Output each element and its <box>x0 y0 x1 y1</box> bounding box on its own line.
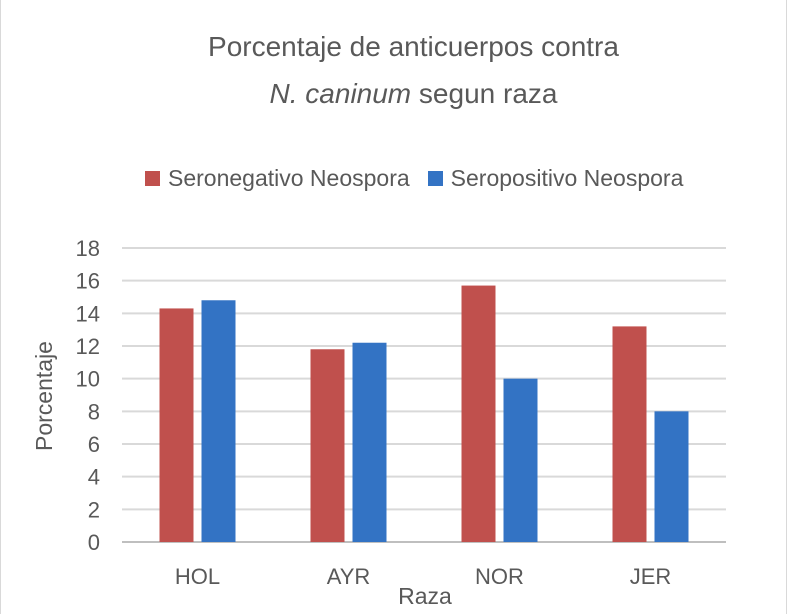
y-tick-label: 18 <box>76 236 100 261</box>
y-tick-label: 16 <box>76 269 100 294</box>
chart-title-line2: N. caninum segun raza <box>20 77 787 111</box>
legend-label-seropositivo: Seropositivo Neospora <box>450 165 684 191</box>
y-tick-label: 14 <box>76 301 100 326</box>
bar-hol-seropositivo <box>201 300 236 542</box>
bar-jer-seronegativo <box>612 326 647 542</box>
bar-jer-seropositivo <box>654 411 689 542</box>
legend-item-seronegativo: Seronegativo Neospora <box>145 165 410 192</box>
y-tick-label: 2 <box>88 497 100 522</box>
y-tick-label: 10 <box>76 367 100 392</box>
x-tick-labels: HOL AYR NOR JER <box>175 564 671 589</box>
legend-swatch-seropositivo <box>427 171 443 186</box>
bars <box>159 285 689 542</box>
bar-nor-seropositivo <box>503 378 538 542</box>
legend-swatch-seronegativo <box>145 171 160 186</box>
x-tick-label-jer: JER <box>630 564 672 589</box>
bar-hol-seronegativo <box>159 308 194 542</box>
legend-label-seronegativo: Seronegativo Neospora <box>168 165 410 191</box>
y-axis-label: Porcentaje <box>31 341 57 451</box>
y-tick-label: 0 <box>88 530 100 555</box>
x-tick-label-ayr: AYR <box>327 564 371 589</box>
y-tick-label: 8 <box>88 399 100 424</box>
x-axis-label: Raza <box>398 583 452 609</box>
bar-nor-seronegativo <box>461 285 496 542</box>
bar-ayr-seronegativo <box>310 349 345 542</box>
x-tick-label-nor: NOR <box>475 564 524 589</box>
y-tick-labels: 0 2 4 6 8 10 12 14 16 18 <box>76 236 100 555</box>
chart-title-species: N. caninum <box>269 78 412 109</box>
chart-title-rest: segun raza <box>411 78 558 109</box>
chart-legend: Seronegativo Neospora Seropositivo Neosp… <box>145 165 683 192</box>
y-tick-label: 6 <box>88 432 100 457</box>
y-tick-label: 4 <box>88 465 100 490</box>
x-tick-label-hol: HOL <box>175 564 220 589</box>
bar-ayr-seropositivo <box>352 342 387 542</box>
y-tick-label: 12 <box>76 334 100 359</box>
chart-title-line1: Porcentaje de anticuerpos contra <box>208 31 619 62</box>
legend-item-seropositivo: Seropositivo Neospora <box>427 165 684 192</box>
